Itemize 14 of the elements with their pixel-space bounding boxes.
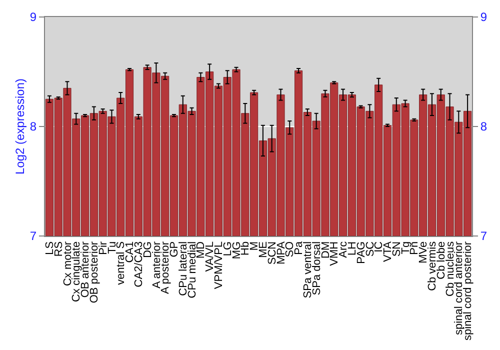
y-axis-title: Log2 (expression) <box>13 78 28 175</box>
x-tick-label: SCN <box>266 241 278 265</box>
x-tick-label: Cb lobe <box>435 241 448 280</box>
y-tick-label: 9 <box>30 10 37 24</box>
y2-tick-label: 8 <box>480 120 488 134</box>
x-tick-label: RS <box>52 241 65 257</box>
x-tick-label: A posterior <box>160 241 172 294</box>
x-tick-label: SPa dorsal <box>310 241 323 296</box>
y2-tick-label: 9 <box>480 10 488 24</box>
y-tick-label: 7 <box>30 229 37 244</box>
x-tick-label: DG <box>142 241 154 258</box>
y2-tick-label: 7 <box>480 229 488 244</box>
x-tick-label: spinal cord posterior <box>462 241 474 340</box>
y-tick-label: 8 <box>30 120 37 134</box>
